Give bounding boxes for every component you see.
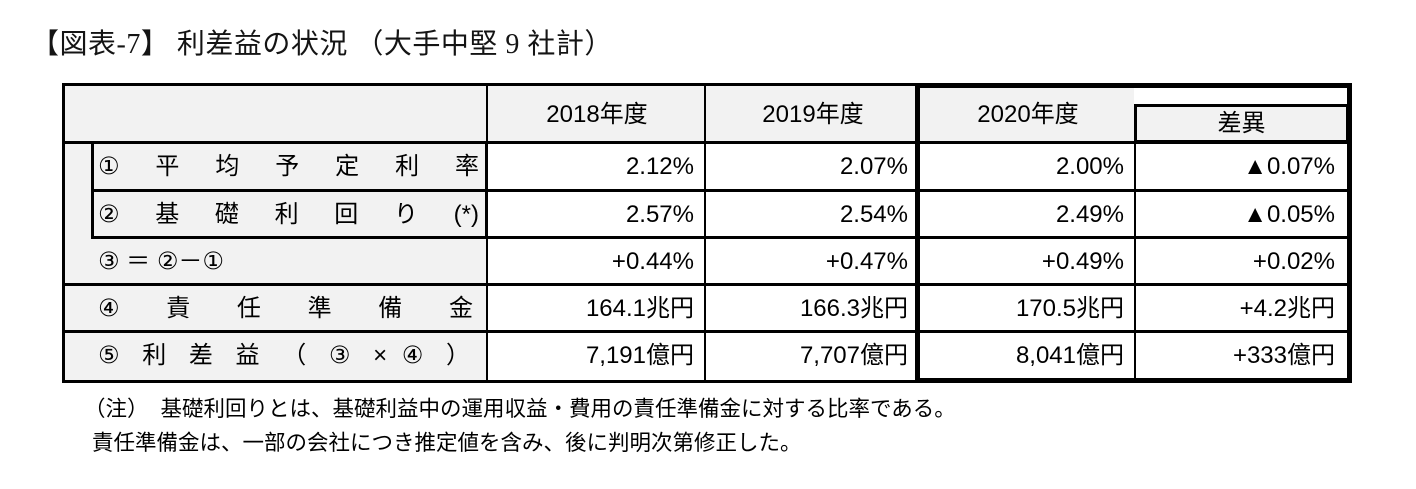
cell-base-yield-diff: ▲0.05%: [1243, 201, 1335, 228]
column-header-2019: 2019年度: [762, 101, 864, 128]
cell-reserves-2020: 170.5兆円: [1015, 295, 1124, 322]
footnotes: （注） 基礎利回りとは、基礎利益中の運用収益・費用の責任準備金に対する比率である。…: [84, 392, 956, 460]
cell-spread-diff: +0.02%: [1252, 248, 1335, 275]
cell-spread-2020: +0.49%: [1041, 248, 1124, 275]
cell-margin-2019: 7,707億円: [799, 342, 908, 369]
grid-line: [65, 330, 1349, 333]
cell-avg-rate-diff: ▲0.07%: [1243, 153, 1335, 180]
cell-reserves-diff: +4.2兆円: [1239, 295, 1335, 322]
cell-base-yield-2019: 2.54%: [839, 201, 908, 228]
column-header-2020: 2020年度: [977, 101, 1079, 128]
grid-line: [65, 141, 1349, 144]
grid-line: [65, 283, 1349, 286]
cell-base-yield-2018: 2.57%: [625, 201, 694, 228]
note-line-2: 責任準備金は、一部の会社につき推定値を含み、後に判明次第修正した。: [92, 431, 802, 455]
row-label-base-yield: ② 基 礎 利 回 り (*): [98, 201, 479, 228]
figure-title: 【図表-7】 利差益の状況 （大手中堅 9 社計）: [31, 29, 613, 60]
note-mark: （注）: [84, 397, 149, 421]
cell-avg-rate-2018: 2.12%: [625, 153, 694, 180]
note-text-1: 基礎利回りとは、基礎利益中の運用収益・費用の責任準備金に対する比率である。: [160, 397, 956, 421]
cell-avg-rate-2020: 2.00%: [1055, 153, 1124, 180]
data-table: 差異 2018年度 2019年度 2020年度 ① 平 均 予 定 利 率 ② …: [62, 83, 1352, 383]
cell-base-yield-2020: 2.49%: [1055, 201, 1124, 228]
cell-avg-rate-2019: 2.07%: [839, 153, 908, 180]
column-header-2018: 2018年度: [546, 101, 648, 128]
rows-1-2-subgroup-box: [91, 141, 488, 239]
cell-reserves-2019: 166.3兆円: [799, 295, 908, 322]
cell-spread-2018: +0.44%: [611, 248, 694, 275]
cell-margin-2018: 7,191億円: [585, 342, 694, 369]
row-label-policy-reserves: ④ 責 任 準 備 金: [98, 295, 473, 322]
grid-line: [91, 189, 1349, 192]
grid-line: [1134, 106, 1136, 380]
row-label-spread-formula: ③ ＝ ②－①: [98, 248, 224, 275]
note-line-1: （注） 基礎利回りとは、基礎利益中の運用収益・費用の責任準備金に対する比率である。: [84, 392, 956, 426]
grid-line: [704, 86, 706, 380]
cell-margin-diff: +333億円: [1232, 342, 1335, 369]
diff-column-header: 差異: [1134, 104, 1349, 143]
row-label-interest-margin: ⑤ 利 差 益 （ ③ × ④ ）: [98, 342, 470, 369]
row-label-avg-assumed-rate: ① 平 均 予 定 利 率: [98, 153, 479, 180]
cell-reserves-2018: 164.1兆円: [585, 295, 694, 322]
label-column-background: [65, 143, 488, 380]
cell-margin-2020: 8,041億円: [1015, 342, 1124, 369]
grid-line: [91, 236, 1349, 239]
cell-spread-2019: +0.47%: [825, 248, 908, 275]
